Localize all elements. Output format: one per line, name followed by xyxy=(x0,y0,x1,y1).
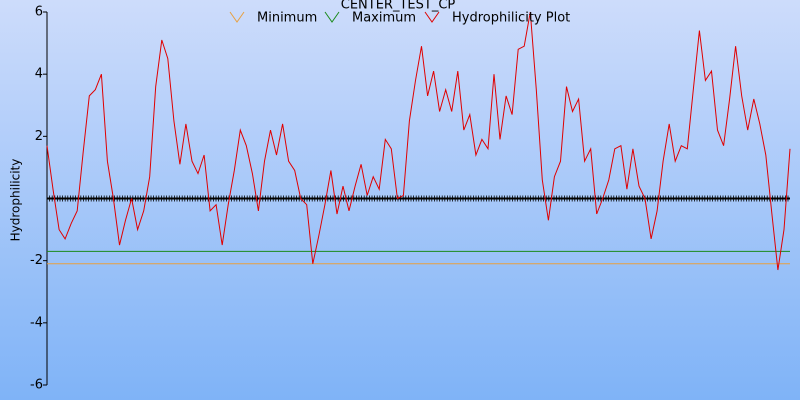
y-tick-label: 2 xyxy=(35,129,43,144)
x-axis-ticks xyxy=(46,195,789,202)
chart-title: CENTER_TEST_CP xyxy=(341,0,456,13)
y-tick-label: 6 xyxy=(35,5,43,20)
y-tick-label: -6 xyxy=(30,378,43,393)
y-tick-label: -2 xyxy=(30,253,43,268)
y-tick-label: 4 xyxy=(35,67,43,82)
legend-icon xyxy=(324,11,340,23)
legend-label: Hydrophilicity Plot xyxy=(452,11,570,26)
legend-label: Minimum xyxy=(257,11,317,26)
data-line xyxy=(46,11,791,271)
legend-label: Maximum xyxy=(352,11,416,26)
legend-icon xyxy=(229,11,245,23)
y-axis-label: Hydrophilicity xyxy=(9,159,23,242)
y-tick-label: -4 xyxy=(30,315,43,330)
legend-icon xyxy=(424,11,440,23)
